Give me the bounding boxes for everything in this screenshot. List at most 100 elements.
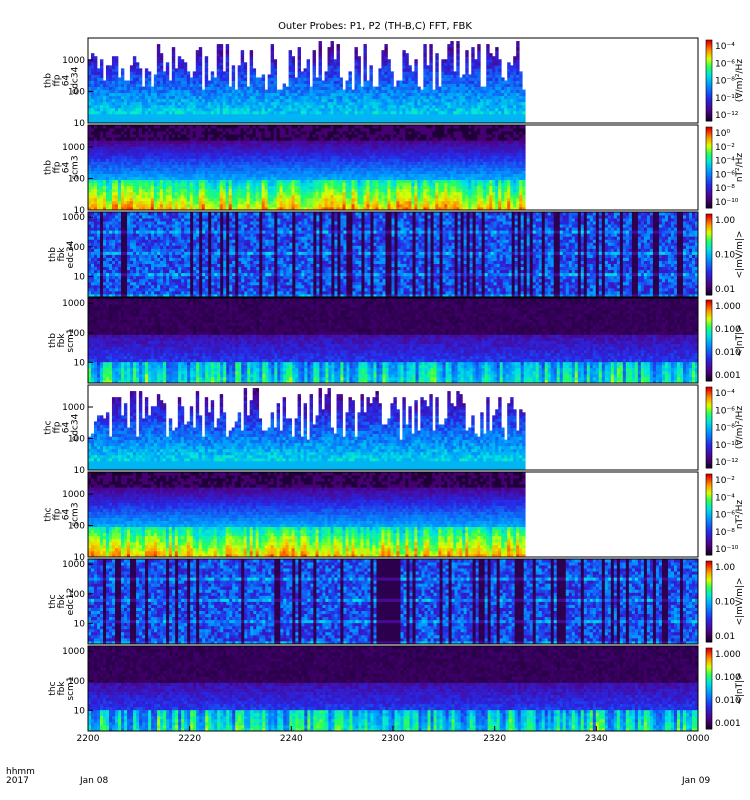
spectrogram-cell <box>154 146 157 149</box>
spectrogram-cell <box>175 189 178 192</box>
spectrogram-cell <box>211 90 214 93</box>
spectrogram-cell <box>190 195 193 198</box>
spectrogram-cell <box>286 111 289 114</box>
spectrogram-cell <box>118 96 121 99</box>
spectrogram-cell <box>474 111 477 114</box>
spectrogram-cell <box>384 111 387 114</box>
spectrogram-cell <box>235 102 238 105</box>
spectrogram-cell <box>363 99 366 102</box>
spectrogram-cell <box>154 171 157 174</box>
spectrogram-cell <box>492 108 495 111</box>
spectrogram-cell <box>160 155 163 158</box>
spectrogram-cell <box>187 186 190 189</box>
spectrogram-cell <box>256 102 259 105</box>
spectrogram-cell <box>175 68 178 71</box>
spectrogram-cell <box>298 99 301 102</box>
spectrogram-cell <box>166 96 169 99</box>
spectrogram-cell <box>468 108 471 111</box>
spectrogram-cell <box>357 81 360 84</box>
spectrogram-cell <box>121 111 124 114</box>
spectrogram-cell <box>220 125 223 128</box>
spectrogram-cell <box>136 102 139 105</box>
spectrogram-cell <box>516 50 519 53</box>
spectrogram-cell <box>190 174 193 177</box>
spectrogram-cell <box>435 56 438 59</box>
spectrogram-cell <box>106 74 109 77</box>
spectrogram-cell <box>115 149 118 152</box>
spectrogram-cell <box>256 105 259 108</box>
spectrogram-cell <box>112 177 115 180</box>
spectrogram-cell <box>480 114 483 117</box>
colorbar-tick-label: 10⁻⁴ <box>715 42 735 52</box>
spectrogram-cell <box>163 149 166 152</box>
spectrogram-cell <box>121 146 124 149</box>
spectrogram-cell <box>513 56 516 59</box>
spectrogram-cell <box>184 68 187 71</box>
spectrogram-cell <box>178 62 181 65</box>
spectrogram-cell <box>238 164 241 167</box>
spectrogram-cell <box>337 74 340 77</box>
spectrogram-cell <box>301 99 304 102</box>
spectrogram-cell <box>112 102 115 105</box>
spectrogram-cell <box>280 149 283 152</box>
spectrogram-cell <box>489 65 492 68</box>
spectrogram-cell <box>151 183 154 186</box>
spectrogram-cell <box>133 204 136 207</box>
spectrogram-cell <box>328 74 331 77</box>
spectrogram-cell <box>94 128 97 131</box>
spectrogram-cell <box>232 149 235 152</box>
spectrogram-cell <box>298 143 301 146</box>
spectrogram-cell <box>414 93 417 96</box>
spectrogram-cell <box>157 195 160 198</box>
spectrogram-cell <box>97 105 100 108</box>
spectrogram-cell <box>130 71 133 74</box>
spectrogram-cell <box>286 99 289 102</box>
spectrogram-cell <box>238 201 241 204</box>
spectrogram-cell <box>103 90 106 93</box>
spectrogram-cell <box>244 81 247 84</box>
spectrogram-cell <box>274 117 277 120</box>
spectrogram-cell <box>244 62 247 65</box>
spectrogram-cell <box>441 96 444 99</box>
spectrogram-cell <box>154 161 157 164</box>
spectrogram-cell <box>277 161 280 164</box>
spectrogram-cell <box>187 161 190 164</box>
spectrogram-cell <box>241 201 244 204</box>
spectrogram-cell <box>229 201 232 204</box>
spectrogram-cell <box>118 93 121 96</box>
spectrogram-cell <box>256 198 259 201</box>
spectrogram-cell <box>304 99 307 102</box>
spectrogram-cell <box>313 164 316 167</box>
spectrogram-cell <box>250 50 253 53</box>
spectrogram-cell <box>88 168 91 171</box>
spectrogram-cell <box>292 174 295 177</box>
spectrogram-cell <box>393 99 396 102</box>
spectrogram-cell <box>184 65 187 68</box>
spectrogram-cell <box>130 189 133 192</box>
spectrogram-cell <box>396 90 399 93</box>
spectrogram-cell <box>354 102 357 105</box>
spectrogram-cell <box>172 128 175 131</box>
spectrogram-cell <box>301 177 304 180</box>
spectrogram-cell <box>408 105 411 108</box>
spectrogram-cell <box>148 168 151 171</box>
spectrogram-cell <box>295 117 298 120</box>
spectrogram-cell <box>112 68 115 71</box>
spectrogram-cell <box>178 96 181 99</box>
spectrogram-cell <box>307 114 310 117</box>
spectrogram-cell <box>106 195 109 198</box>
spectrogram-cell <box>307 125 310 128</box>
spectrogram-cell <box>247 186 250 189</box>
spectrogram-cell <box>298 164 301 167</box>
spectrogram-cell <box>220 59 223 62</box>
spectrogram-cell <box>130 81 133 84</box>
spectrogram-cell <box>163 93 166 96</box>
spectrogram-cell <box>139 177 142 180</box>
spectrogram-cell <box>357 96 360 99</box>
spectrogram-cell <box>229 111 232 114</box>
spectrogram-cell <box>136 152 139 155</box>
spectrogram-cell <box>319 114 322 117</box>
spectrogram-cell <box>444 105 447 108</box>
spectrogram-cell <box>100 131 103 134</box>
spectrogram-cell <box>298 186 301 189</box>
